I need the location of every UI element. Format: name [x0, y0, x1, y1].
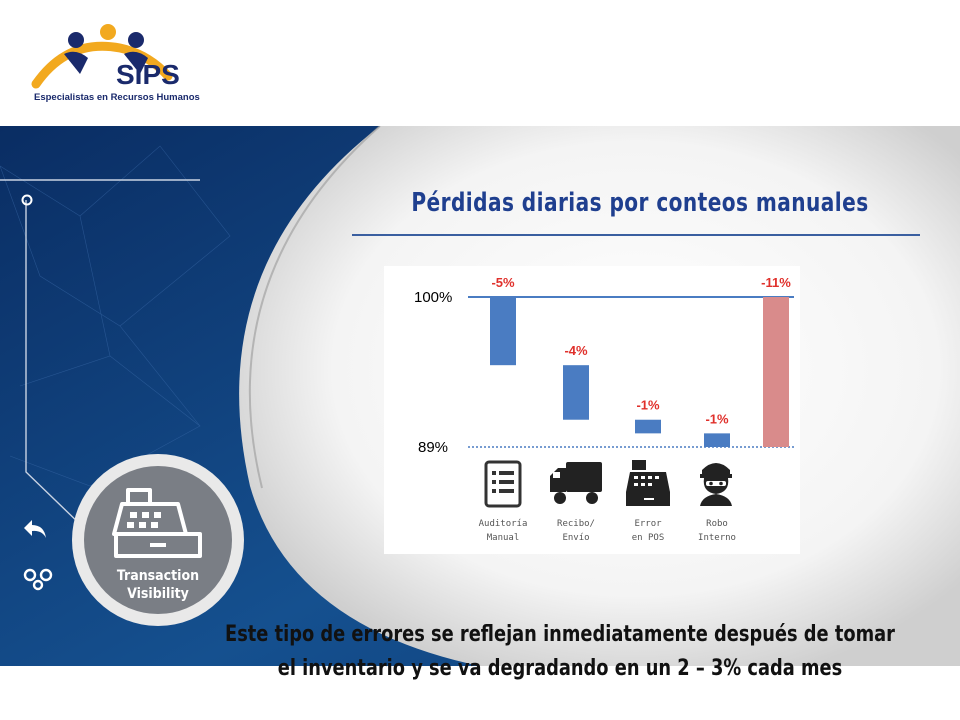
bar-total: [763, 297, 789, 447]
checklist-icon: [484, 460, 522, 508]
bar-3: [635, 419, 661, 434]
cash-register-icon: [626, 460, 670, 506]
bar-1: [490, 297, 516, 366]
category-label-3a: Error: [634, 519, 662, 529]
data-label-total: -11%: [761, 275, 791, 290]
slide-caption: Este tipo de errores se reflejan inmedia…: [180, 618, 940, 686]
waterfall-chart: 100% 89% -5% -4% -1% -1% -11%: [384, 266, 800, 554]
category-label-2b: Envío: [562, 533, 589, 543]
category-label-2a: Recibo/: [557, 519, 595, 529]
truck-icon: [550, 462, 602, 504]
y-tick-89: 89%: [418, 439, 448, 456]
caption-line-2: el inventario y se va degradando en un 2…: [277, 656, 843, 681]
caption-line-1: Este tipo de errores se reflejan inmedia…: [225, 622, 895, 647]
data-label-3: -1%: [636, 398, 660, 413]
logo-brand: SIPS: [116, 59, 180, 90]
dot-node-icon: [20, 193, 34, 207]
transaction-visibility-badge: Transaction Visibility: [70, 452, 246, 628]
sips-logo: SIPS: [28, 18, 198, 110]
logo-tagline: Especialistas en Recursos Humanos: [34, 92, 200, 103]
category-label-1b: Manual: [487, 533, 520, 543]
badge-line1: Transaction: [117, 568, 199, 584]
data-label-2: -4%: [564, 343, 588, 358]
y-tick-100: 100%: [414, 289, 452, 306]
thief-icon: [700, 463, 732, 506]
slide-title: Pérdidas diarias por conteos manuales: [411, 188, 869, 218]
bar-2: [563, 365, 589, 420]
data-label-4: -1%: [705, 411, 729, 426]
data-label-1: -5%: [491, 275, 515, 290]
reply-arrow-icon[interactable]: [22, 518, 48, 540]
title-underline: [352, 234, 920, 236]
badge-line2: Visibility: [127, 586, 189, 602]
category-label-3b: en POS: [632, 533, 665, 543]
category-label-1a: Auditoría: [479, 519, 528, 529]
link-chain-icon[interactable]: [22, 566, 54, 592]
category-label-4b: Interno: [698, 533, 736, 543]
cash-register-icon: [112, 488, 202, 558]
category-label-4a: Robo: [706, 519, 728, 529]
bar-4: [704, 433, 730, 447]
